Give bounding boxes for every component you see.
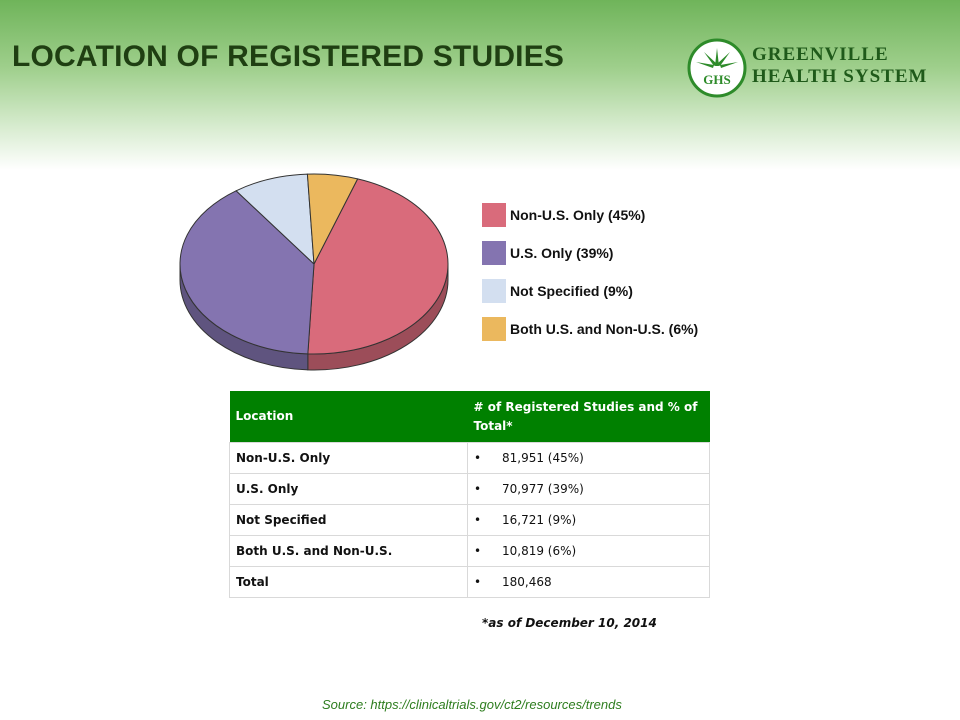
logo-line-1: GREENVILLE — [752, 44, 889, 65]
count-cell: • 70,977 (39%) — [467, 473, 710, 505]
count-value: 180,468 — [502, 575, 552, 589]
footnote: *as of December 10, 2014 — [482, 616, 657, 630]
table-row: U.S. Only • 70,977 (39%) — [229, 473, 710, 505]
pie-chart — [179, 173, 449, 371]
slide-title: LOCATION OF REGISTERED STUDIES — [12, 40, 565, 73]
count-value: 10,819 (6%) — [502, 544, 577, 558]
count-cell: • 10,819 (6%) — [467, 535, 710, 567]
legend-label: Non-U.S. Only (45%) — [510, 207, 646, 223]
count-value: 16,721 (9%) — [502, 513, 577, 527]
legend-swatch — [482, 317, 506, 341]
header-band — [0, 0, 960, 170]
count-cell: • 180,468 — [467, 566, 710, 598]
bullet-icon: • — [474, 513, 482, 527]
studies-table: Location # of Registered Studies and % o… — [229, 391, 710, 598]
logo-wordmark: GREENVILLE HEALTH SYSTEM — [752, 44, 927, 88]
column-header-count: # of Registered Studies and % of Total* — [467, 391, 710, 443]
count-value: 70,977 (39%) — [502, 482, 584, 496]
count-cell: • 16,721 (9%) — [467, 504, 710, 536]
bullet-icon: • — [474, 544, 482, 558]
pie-slice — [307, 178, 449, 355]
logo-monogram: GHS — [703, 72, 730, 87]
legend-label: Both U.S. and Non-U.S. (6%) — [510, 321, 699, 337]
legend-swatch — [482, 203, 506, 227]
table-row: Total • 180,468 — [229, 566, 710, 598]
table-header-row: Location # of Registered Studies and % o… — [229, 391, 710, 443]
legend-label: U.S. Only (39%) — [510, 245, 614, 261]
count-cell: • 81,951 (45%) — [467, 442, 710, 474]
location-cell: Non-U.S. Only — [229, 442, 468, 474]
logo: GHS GREENVILLE HEALTH SYSTEM — [686, 38, 936, 98]
location-cell: Not Specified — [229, 504, 468, 536]
bullet-icon: • — [474, 482, 482, 496]
bullet-icon: • — [474, 575, 482, 589]
location-cell: Total — [229, 566, 468, 598]
logo-line-2: HEALTH SYSTEM — [752, 66, 928, 87]
logo-emblem-icon: GHS — [687, 38, 747, 98]
pie-slice — [179, 190, 315, 355]
legend-label: Not Specified (9%) — [510, 283, 633, 299]
bullet-icon: • — [474, 451, 482, 465]
legend-swatch — [482, 241, 506, 265]
source-citation: Source: https://clinicaltrials.gov/ct2/r… — [322, 697, 622, 712]
pie-slice — [306, 173, 359, 266]
legend-swatch — [482, 279, 506, 303]
column-header-location: Location — [229, 391, 468, 443]
count-value: 81,951 (45%) — [502, 451, 584, 465]
table-row: Not Specified • 16,721 (9%) — [229, 504, 710, 536]
location-cell: U.S. Only — [229, 473, 468, 505]
table-row: Both U.S. and Non-U.S. • 10,819 (6%) — [229, 535, 710, 567]
location-cell: Both U.S. and Non-U.S. — [229, 535, 468, 567]
table-row: Non-U.S. Only • 81,951 (45%) — [229, 442, 710, 474]
